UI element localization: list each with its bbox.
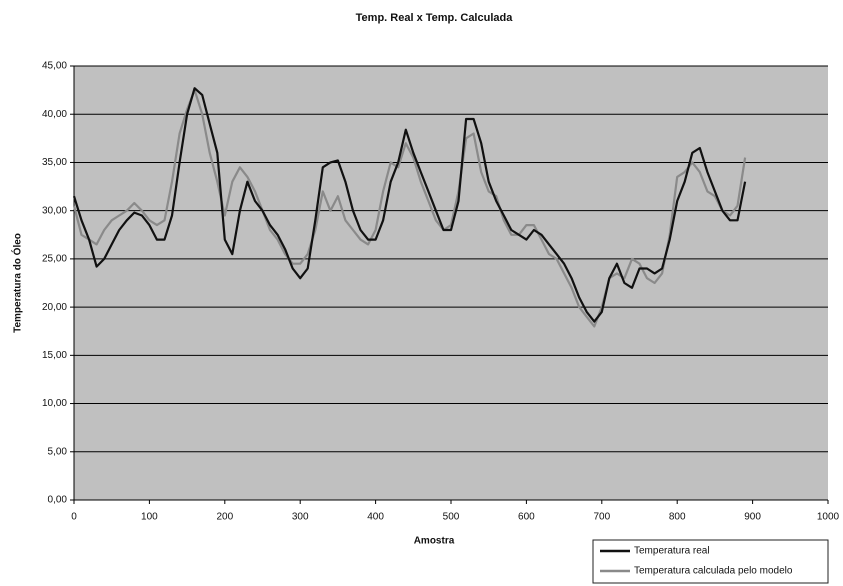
y-tick-label: 0,00 <box>48 495 68 506</box>
series-line <box>72 89 747 328</box>
y-tick-label: 25,00 <box>42 254 67 265</box>
y-axis-label: Temperatura do Óleo <box>11 233 24 333</box>
x-tick-label: 300 <box>292 512 309 523</box>
y-tick-label: 35,00 <box>42 157 67 168</box>
chart-title: Temp. Real x Temp. Calculada <box>356 12 514 24</box>
x-tick-label: 600 <box>518 512 535 523</box>
x-tick-label: 200 <box>216 512 233 523</box>
plot-area <box>74 66 828 500</box>
x-tick-label: 1000 <box>817 512 840 523</box>
x-tick-label: 800 <box>669 512 686 523</box>
y-tick-label: 45,00 <box>42 61 67 72</box>
series-line <box>72 87 747 323</box>
y-tick-label: 20,00 <box>42 302 67 313</box>
legend <box>592 539 829 584</box>
legend-label: Temperatura real <box>634 546 710 557</box>
y-tick-label: 40,00 <box>42 109 67 120</box>
y-tick-label: 10,00 <box>42 398 67 409</box>
x-tick-label: 100 <box>141 512 158 523</box>
y-tick-label: 5,00 <box>48 446 68 457</box>
legend-label: Temperatura calculada pelo modelo <box>634 566 793 577</box>
x-tick-label: 900 <box>744 512 761 523</box>
y-tick-label: 15,00 <box>42 350 67 361</box>
x-tick-label: 500 <box>443 512 460 523</box>
x-tick-label: 400 <box>367 512 384 523</box>
x-tick-label: 700 <box>593 512 610 523</box>
x-axis-label: Amostra <box>414 536 455 547</box>
y-tick-label: 30,00 <box>42 205 67 216</box>
x-tick-label: 0 <box>71 512 77 523</box>
